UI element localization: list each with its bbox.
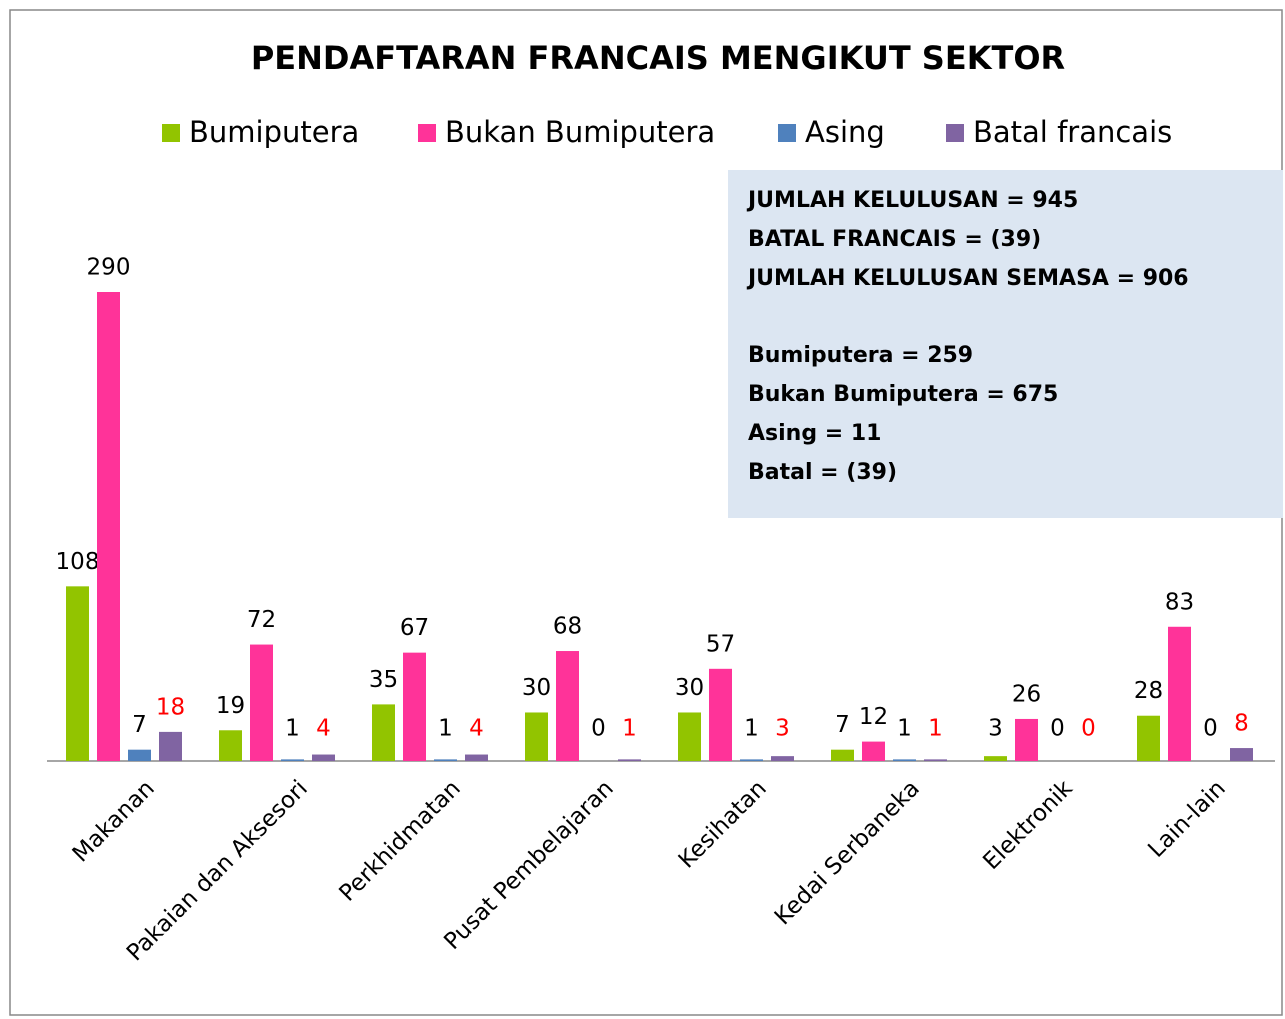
bar: [556, 651, 579, 761]
value-label: 1: [622, 716, 637, 742]
value-label: 0: [1050, 716, 1065, 742]
bar: [66, 586, 89, 761]
value-label: 7: [132, 712, 147, 738]
bar: [1168, 626, 1191, 761]
legend-label: Asing: [805, 115, 885, 149]
value-label: 1: [438, 716, 453, 742]
legend-swatch: [418, 124, 436, 142]
bar: [403, 652, 426, 761]
value-label: 72: [247, 607, 276, 633]
bar: [740, 759, 763, 761]
bar: [219, 730, 242, 761]
value-label: 28: [1134, 678, 1163, 704]
legend-label: Bumiputera: [189, 115, 359, 149]
bar: [312, 754, 335, 761]
bar: [250, 644, 273, 761]
bar: [1015, 718, 1038, 761]
info-line: JUMLAH KELULUSAN = 945: [746, 188, 1078, 213]
info-box: [728, 170, 1283, 518]
bar: [678, 712, 701, 761]
bar: [924, 759, 947, 761]
value-label: 67: [400, 615, 429, 641]
value-label: 0: [591, 716, 606, 742]
info-line: Batal = (39): [748, 460, 897, 485]
value-label: 83: [1165, 589, 1194, 615]
value-label: 19: [216, 693, 245, 719]
legend-label: Bukan Bumiputera: [445, 115, 715, 149]
legend-label: Batal francais: [973, 115, 1172, 149]
info-line: Bumiputera = 259: [748, 343, 973, 368]
bar: [525, 712, 548, 761]
legend-swatch: [162, 124, 180, 142]
value-label: 4: [316, 716, 331, 742]
value-label: 290: [87, 255, 131, 281]
value-label: 3: [988, 716, 1003, 742]
value-label: 68: [553, 614, 582, 640]
bar: [984, 756, 1007, 761]
bar: [434, 759, 457, 761]
bar: [618, 759, 641, 761]
bar: [1230, 748, 1253, 761]
info-line: Asing = 11: [748, 421, 881, 446]
bar: [281, 759, 304, 761]
value-label: 26: [1012, 681, 1041, 707]
bar: [1137, 715, 1160, 761]
value-label: 1: [928, 716, 943, 742]
info-line: BATAL FRANCAIS = (39): [748, 227, 1041, 252]
value-label: 0: [1203, 716, 1218, 742]
bar: [893, 759, 916, 761]
value-label: 0: [1081, 716, 1096, 742]
bar: [97, 292, 120, 761]
bar: [862, 741, 885, 761]
value-label: 12: [859, 704, 888, 730]
bar: [372, 704, 395, 761]
value-label: 35: [369, 667, 398, 693]
value-label: 8: [1234, 711, 1249, 737]
value-label: 57: [706, 631, 735, 657]
value-label: 1: [744, 716, 759, 742]
value-label: 1: [897, 716, 912, 742]
value-label: 108: [56, 549, 100, 575]
value-label: 4: [469, 716, 484, 742]
bar: [465, 754, 488, 761]
bar: [831, 749, 854, 761]
value-label: 30: [675, 675, 704, 701]
value-label: 1: [285, 716, 300, 742]
chart-title: PENDAFTARAN FRANCAIS MENGIKUT SEKTOR: [251, 39, 1065, 77]
info-line: Bukan Bumiputera = 675: [748, 382, 1058, 407]
legend-swatch: [946, 124, 964, 142]
info-line: JUMLAH KELULUSAN SEMASA = 906: [746, 266, 1189, 291]
bar: [771, 756, 794, 761]
bar: [709, 668, 732, 761]
legend-swatch: [778, 124, 796, 142]
value-label: 18: [156, 694, 185, 720]
value-label: 3: [775, 716, 790, 742]
bar: [159, 731, 182, 761]
bar: [128, 749, 151, 761]
value-label: 30: [522, 675, 551, 701]
value-label: 7: [835, 712, 850, 738]
